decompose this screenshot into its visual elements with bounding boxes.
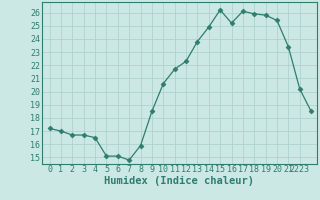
X-axis label: Humidex (Indice chaleur): Humidex (Indice chaleur)	[104, 176, 254, 186]
